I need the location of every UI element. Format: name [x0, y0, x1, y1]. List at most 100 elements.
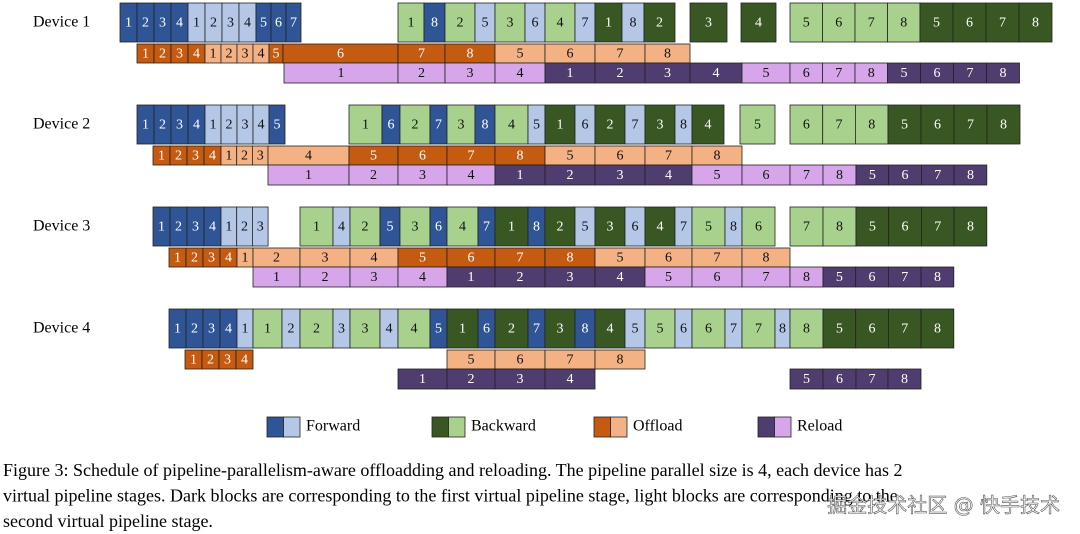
block-label: 6: [337, 47, 344, 62]
block-label: 7: [836, 118, 843, 133]
block-label: 8: [803, 322, 810, 337]
block-label: 8: [934, 270, 941, 285]
block-label: 5: [632, 322, 639, 337]
block-label: 7: [533, 322, 540, 337]
block-label: 2: [517, 270, 524, 285]
block-label: 8: [779, 322, 786, 337]
block-label: 5: [665, 270, 672, 285]
block-label: 8: [533, 220, 540, 235]
compute-block: [1018, 2, 1053, 43]
block-label: 3: [208, 251, 215, 266]
block-label: 5: [836, 322, 843, 337]
block-label: 6: [680, 322, 687, 337]
block-label: 3: [507, 16, 514, 31]
block-label: 3: [224, 353, 231, 368]
block-label: 4: [419, 270, 426, 285]
block-label: 8: [836, 220, 843, 235]
block-label: 4: [241, 353, 248, 368]
block-label: 7: [868, 16, 875, 31]
block-label: 4: [617, 270, 624, 285]
legend-label: Offload: [633, 418, 682, 435]
reload-block: [887, 368, 922, 390]
block-label: 1: [125, 16, 132, 31]
block-label: 4: [665, 168, 672, 183]
block-label: 5: [274, 118, 281, 133]
block-label: 1: [210, 118, 217, 133]
block-label: 7: [665, 149, 672, 164]
block-label: 8: [900, 16, 907, 31]
block-label: 7: [869, 372, 876, 387]
block-label: 6: [705, 322, 712, 337]
compute-block: [399, 206, 431, 247]
block-label: 8: [630, 16, 637, 31]
compute-block: [644, 308, 676, 349]
offload-block: [594, 349, 646, 370]
compute-block: [397, 2, 425, 43]
block-label: 4: [244, 16, 251, 31]
block-label: 2: [617, 66, 624, 81]
block-label: 2: [241, 220, 248, 235]
block-label: 5: [468, 353, 475, 368]
block-label: 5: [273, 47, 280, 62]
compute-block: [299, 308, 334, 349]
block-label: 6: [665, 251, 672, 266]
block-label: 6: [435, 220, 442, 235]
block-label: 7: [763, 270, 770, 285]
compute-block: [739, 104, 776, 145]
block-label: 4: [193, 47, 200, 62]
compute-block: [789, 206, 824, 247]
block-label: 6: [902, 220, 909, 235]
block-label: 2: [370, 168, 377, 183]
block-label: 3: [567, 270, 574, 285]
block-label: 4: [209, 149, 216, 164]
block-label: 3: [242, 47, 249, 62]
block-label: 8: [482, 118, 489, 133]
block-label: 1: [605, 16, 612, 31]
block-label: 8: [934, 322, 941, 337]
legend-swatch: [757, 416, 775, 438]
block-label: 6: [835, 16, 842, 31]
compute-block: [349, 308, 381, 349]
block-label: 7: [755, 322, 762, 337]
block-label: 5: [714, 168, 721, 183]
block-label: 5: [370, 149, 377, 164]
block-label: 1: [338, 66, 345, 81]
compute-block: [446, 308, 479, 349]
block-label: 3: [208, 322, 215, 337]
block-label: 2: [159, 118, 166, 133]
block-label: 8: [1000, 118, 1007, 133]
block-label: 4: [567, 372, 574, 387]
compute-block: [822, 206, 857, 247]
block-label: 4: [258, 47, 265, 62]
compute-block: [953, 104, 988, 145]
compute-block: [822, 104, 856, 145]
block-label: 6: [934, 118, 941, 133]
block-label: 8: [901, 372, 908, 387]
block-label: 3: [257, 220, 264, 235]
block-label: 5: [763, 66, 770, 81]
block-label: 1: [193, 16, 200, 31]
compute-block: [691, 206, 726, 247]
block-label: 8: [431, 16, 438, 31]
block-label: 6: [419, 149, 426, 164]
block-label: 3: [467, 66, 474, 81]
legend-label: Backward: [471, 418, 536, 435]
compute-block: [919, 2, 954, 43]
compute-block: [888, 206, 922, 247]
compute-block: [986, 104, 1021, 145]
block-label: 2: [656, 16, 663, 31]
block-label: 7: [567, 353, 574, 368]
compute-block: [268, 104, 286, 145]
block-label: 5: [567, 149, 574, 164]
legend-swatch: [266, 416, 284, 438]
block-label: 5: [617, 251, 624, 266]
compute-block: [822, 308, 857, 349]
caption-line: Figure 3: Schedule of pipeline-paralleli…: [3, 460, 903, 480]
block-label: 7: [468, 149, 475, 164]
block-label: 2: [142, 16, 149, 31]
block-label: 5: [657, 322, 664, 337]
block-label: 4: [386, 322, 393, 337]
block-label: 4: [657, 220, 664, 235]
block-label: 2: [159, 47, 166, 62]
compute-block: [888, 308, 922, 349]
